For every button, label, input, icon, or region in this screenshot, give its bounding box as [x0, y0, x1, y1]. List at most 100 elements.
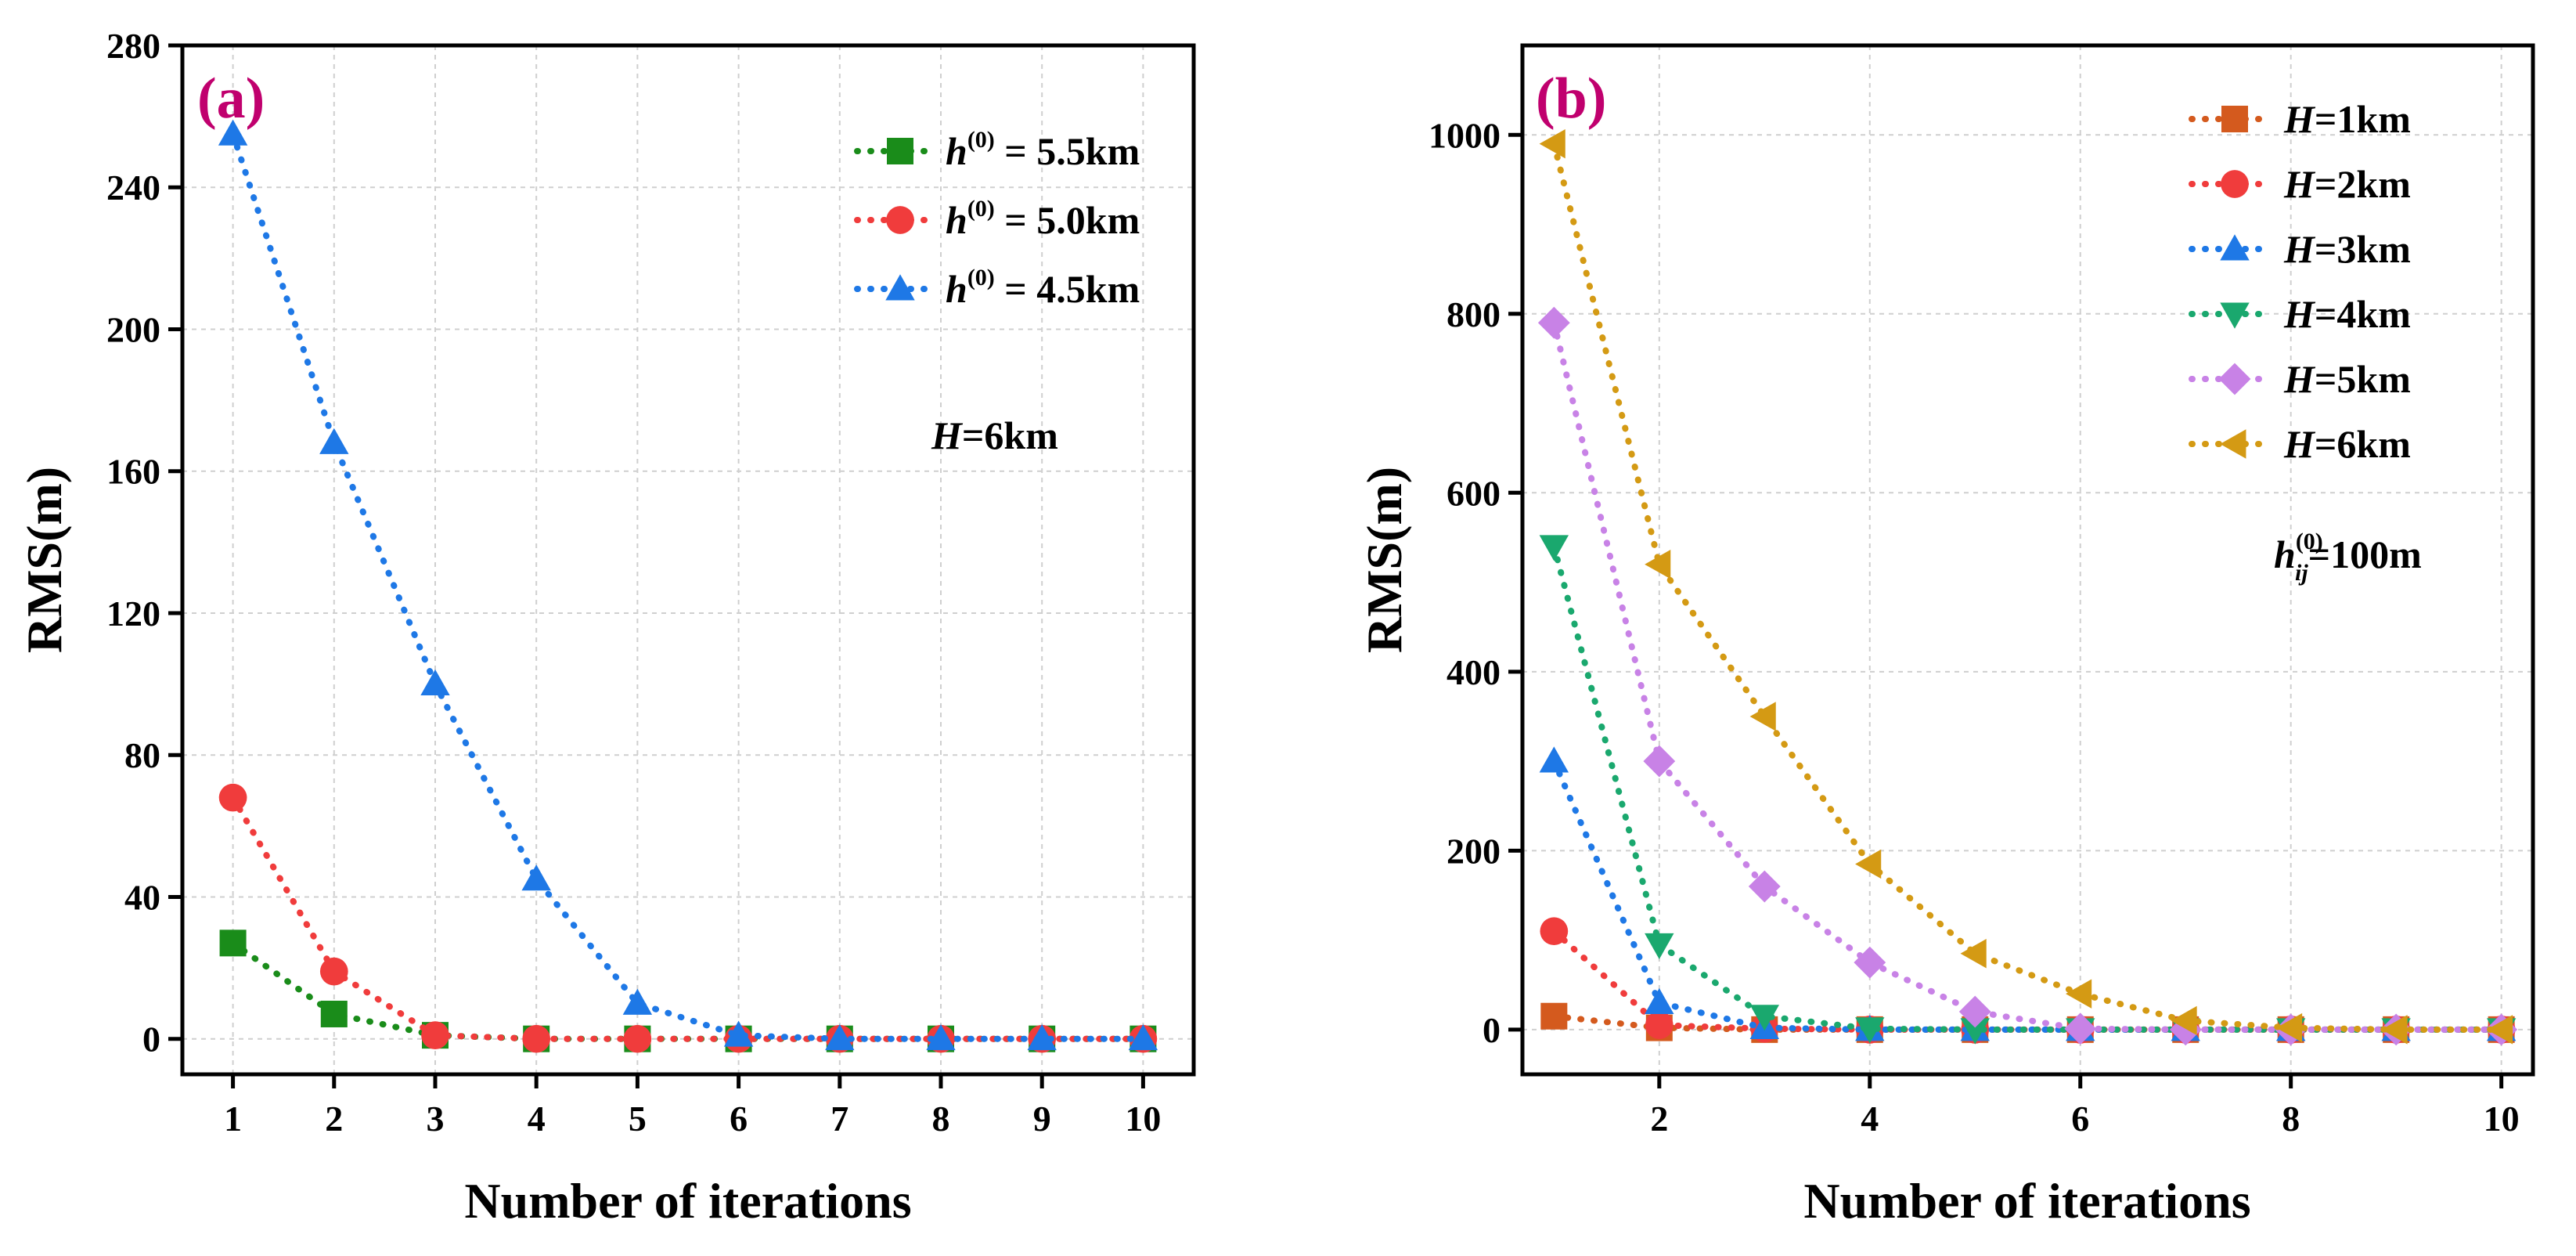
- legend-label: H=6km: [2283, 422, 2411, 466]
- data-point: [1539, 746, 1569, 773]
- data-point: [1540, 917, 1569, 946]
- data-point: [1645, 550, 1671, 579]
- x-tick-label: 4: [528, 1099, 546, 1139]
- y-tick-label: 240: [106, 168, 160, 208]
- data-point: [421, 1021, 449, 1050]
- legend-item: h(0) = 5.5km: [854, 127, 1140, 173]
- ticks: 1 2 3 4 5 6 7 8 9 10 0 40 80 120 160 200 240 280: [106, 26, 1161, 1139]
- series-2: [218, 783, 1158, 1053]
- data-point: [1645, 1011, 1673, 1040]
- data-point: [218, 119, 248, 146]
- y-tick-label: 800: [1447, 294, 1501, 334]
- data-point: [825, 1023, 855, 1051]
- x-tick-label: 4: [1861, 1099, 1879, 1139]
- plot-frame: [180, 43, 1196, 1077]
- data-point: [1645, 987, 1674, 1015]
- x-tick-label: 7: [830, 1099, 848, 1139]
- legend-item: H=1km: [2189, 97, 2411, 141]
- data-point: [2064, 1012, 2097, 1045]
- data-point: [1960, 939, 1987, 969]
- data-point: [1960, 1018, 1990, 1045]
- grid: [1522, 45, 2533, 1074]
- data-point: [1854, 946, 1886, 979]
- legend-marker: [885, 274, 915, 301]
- legend-marker: [2221, 170, 2249, 198]
- x-tick-label: 10: [1125, 1099, 1161, 1139]
- legend-marker: [2221, 106, 2248, 132]
- y-tick-label: 40: [124, 877, 160, 917]
- data-point: [623, 1024, 652, 1053]
- panel-b: 2 4 6 8 10 0 200 400 600 800 1000 Number of iterati…: [1356, 43, 2535, 1229]
- series-4: [1539, 535, 2517, 1045]
- data-point: [319, 957, 348, 986]
- grid: [182, 45, 1194, 1074]
- data-point: [926, 1023, 956, 1051]
- legend-marker: [2218, 363, 2251, 395]
- data-point: [521, 864, 551, 891]
- data-point: [2275, 1012, 2303, 1043]
- data-point: [1958, 995, 1991, 1028]
- x-tick-label: 6: [2071, 1099, 2089, 1139]
- legend-label: h(0) = 5.0km: [946, 196, 1140, 242]
- legend-marker: [2220, 234, 2250, 261]
- series-line: [1551, 928, 2505, 1033]
- data-point: [2486, 1015, 2513, 1045]
- panel-a: 1 2 3 4 5 6 7 8 9 10 0 40 80 120 160 200 240 280 Number of…: [16, 26, 1196, 1229]
- panel-label: (b): [1536, 67, 1606, 131]
- data-point: [1749, 1005, 1780, 1031]
- data-point: [622, 988, 653, 1015]
- x-tick-label: 2: [325, 1099, 343, 1139]
- y-tick-label: 80: [124, 735, 160, 775]
- data-point: [1540, 1002, 1568, 1030]
- series-2: [1540, 917, 2516, 1044]
- legend-marker: [887, 138, 913, 164]
- series-5: [1537, 306, 2518, 1046]
- data-point: [320, 1000, 348, 1027]
- x-tick-label: 1: [224, 1099, 242, 1139]
- series-line: [1551, 1012, 2505, 1033]
- legend-marker: [2220, 302, 2250, 329]
- data-point: [1027, 1023, 1057, 1051]
- series-line: [229, 794, 1147, 1042]
- legend-item: H=3km: [2189, 227, 2411, 271]
- legend-item: H=4km: [2189, 292, 2411, 336]
- series-line: [1551, 140, 2505, 1033]
- series-1: [219, 929, 1157, 1052]
- data-point: [218, 783, 247, 812]
- data-point: [1643, 745, 1676, 778]
- data-point: [2381, 1015, 2408, 1045]
- y-tick-label: 120: [106, 594, 160, 633]
- y-tick-label: 0: [1483, 1010, 1501, 1050]
- data-point: [522, 1024, 551, 1053]
- data-point: [219, 929, 247, 957]
- series-6: [1539, 128, 2513, 1045]
- x-tick-label: 8: [932, 1099, 950, 1139]
- data-point: [1855, 849, 1882, 879]
- data-point: [1855, 1017, 1885, 1044]
- data-point: [1539, 535, 1569, 561]
- x-tick-label: 8: [2282, 1099, 2300, 1139]
- y-tick-label: 280: [106, 26, 160, 66]
- y-tick-label: 200: [106, 309, 160, 349]
- legend-marker: [886, 206, 914, 234]
- x-tick-label: 2: [1650, 1099, 1668, 1139]
- panel-label: (a): [197, 67, 265, 131]
- series-line: [1551, 758, 2505, 1033]
- data-point: [1539, 128, 1565, 159]
- annotation: H=6km: [931, 413, 1058, 457]
- data-point: [1645, 933, 1674, 960]
- data-point: [1749, 702, 1776, 731]
- series-line: [229, 131, 1147, 1042]
- legend-label: h(0) = 5.5km: [946, 127, 1140, 173]
- legend: H=1km H=2km H=3km H=4km H=5km H=6km: [2189, 97, 2411, 466]
- y-tick-label: 1000: [1429, 115, 1501, 155]
- series-line: [1551, 319, 2505, 1033]
- series-3: [218, 119, 1158, 1051]
- data-point: [723, 1020, 754, 1047]
- data-point: [2066, 979, 2092, 1009]
- legend-label: h(0) = 4.5km: [946, 265, 1140, 311]
- legend-label: H=1km: [2283, 97, 2411, 141]
- legend-label: H=5km: [2283, 357, 2411, 401]
- legend-marker: [2220, 429, 2246, 459]
